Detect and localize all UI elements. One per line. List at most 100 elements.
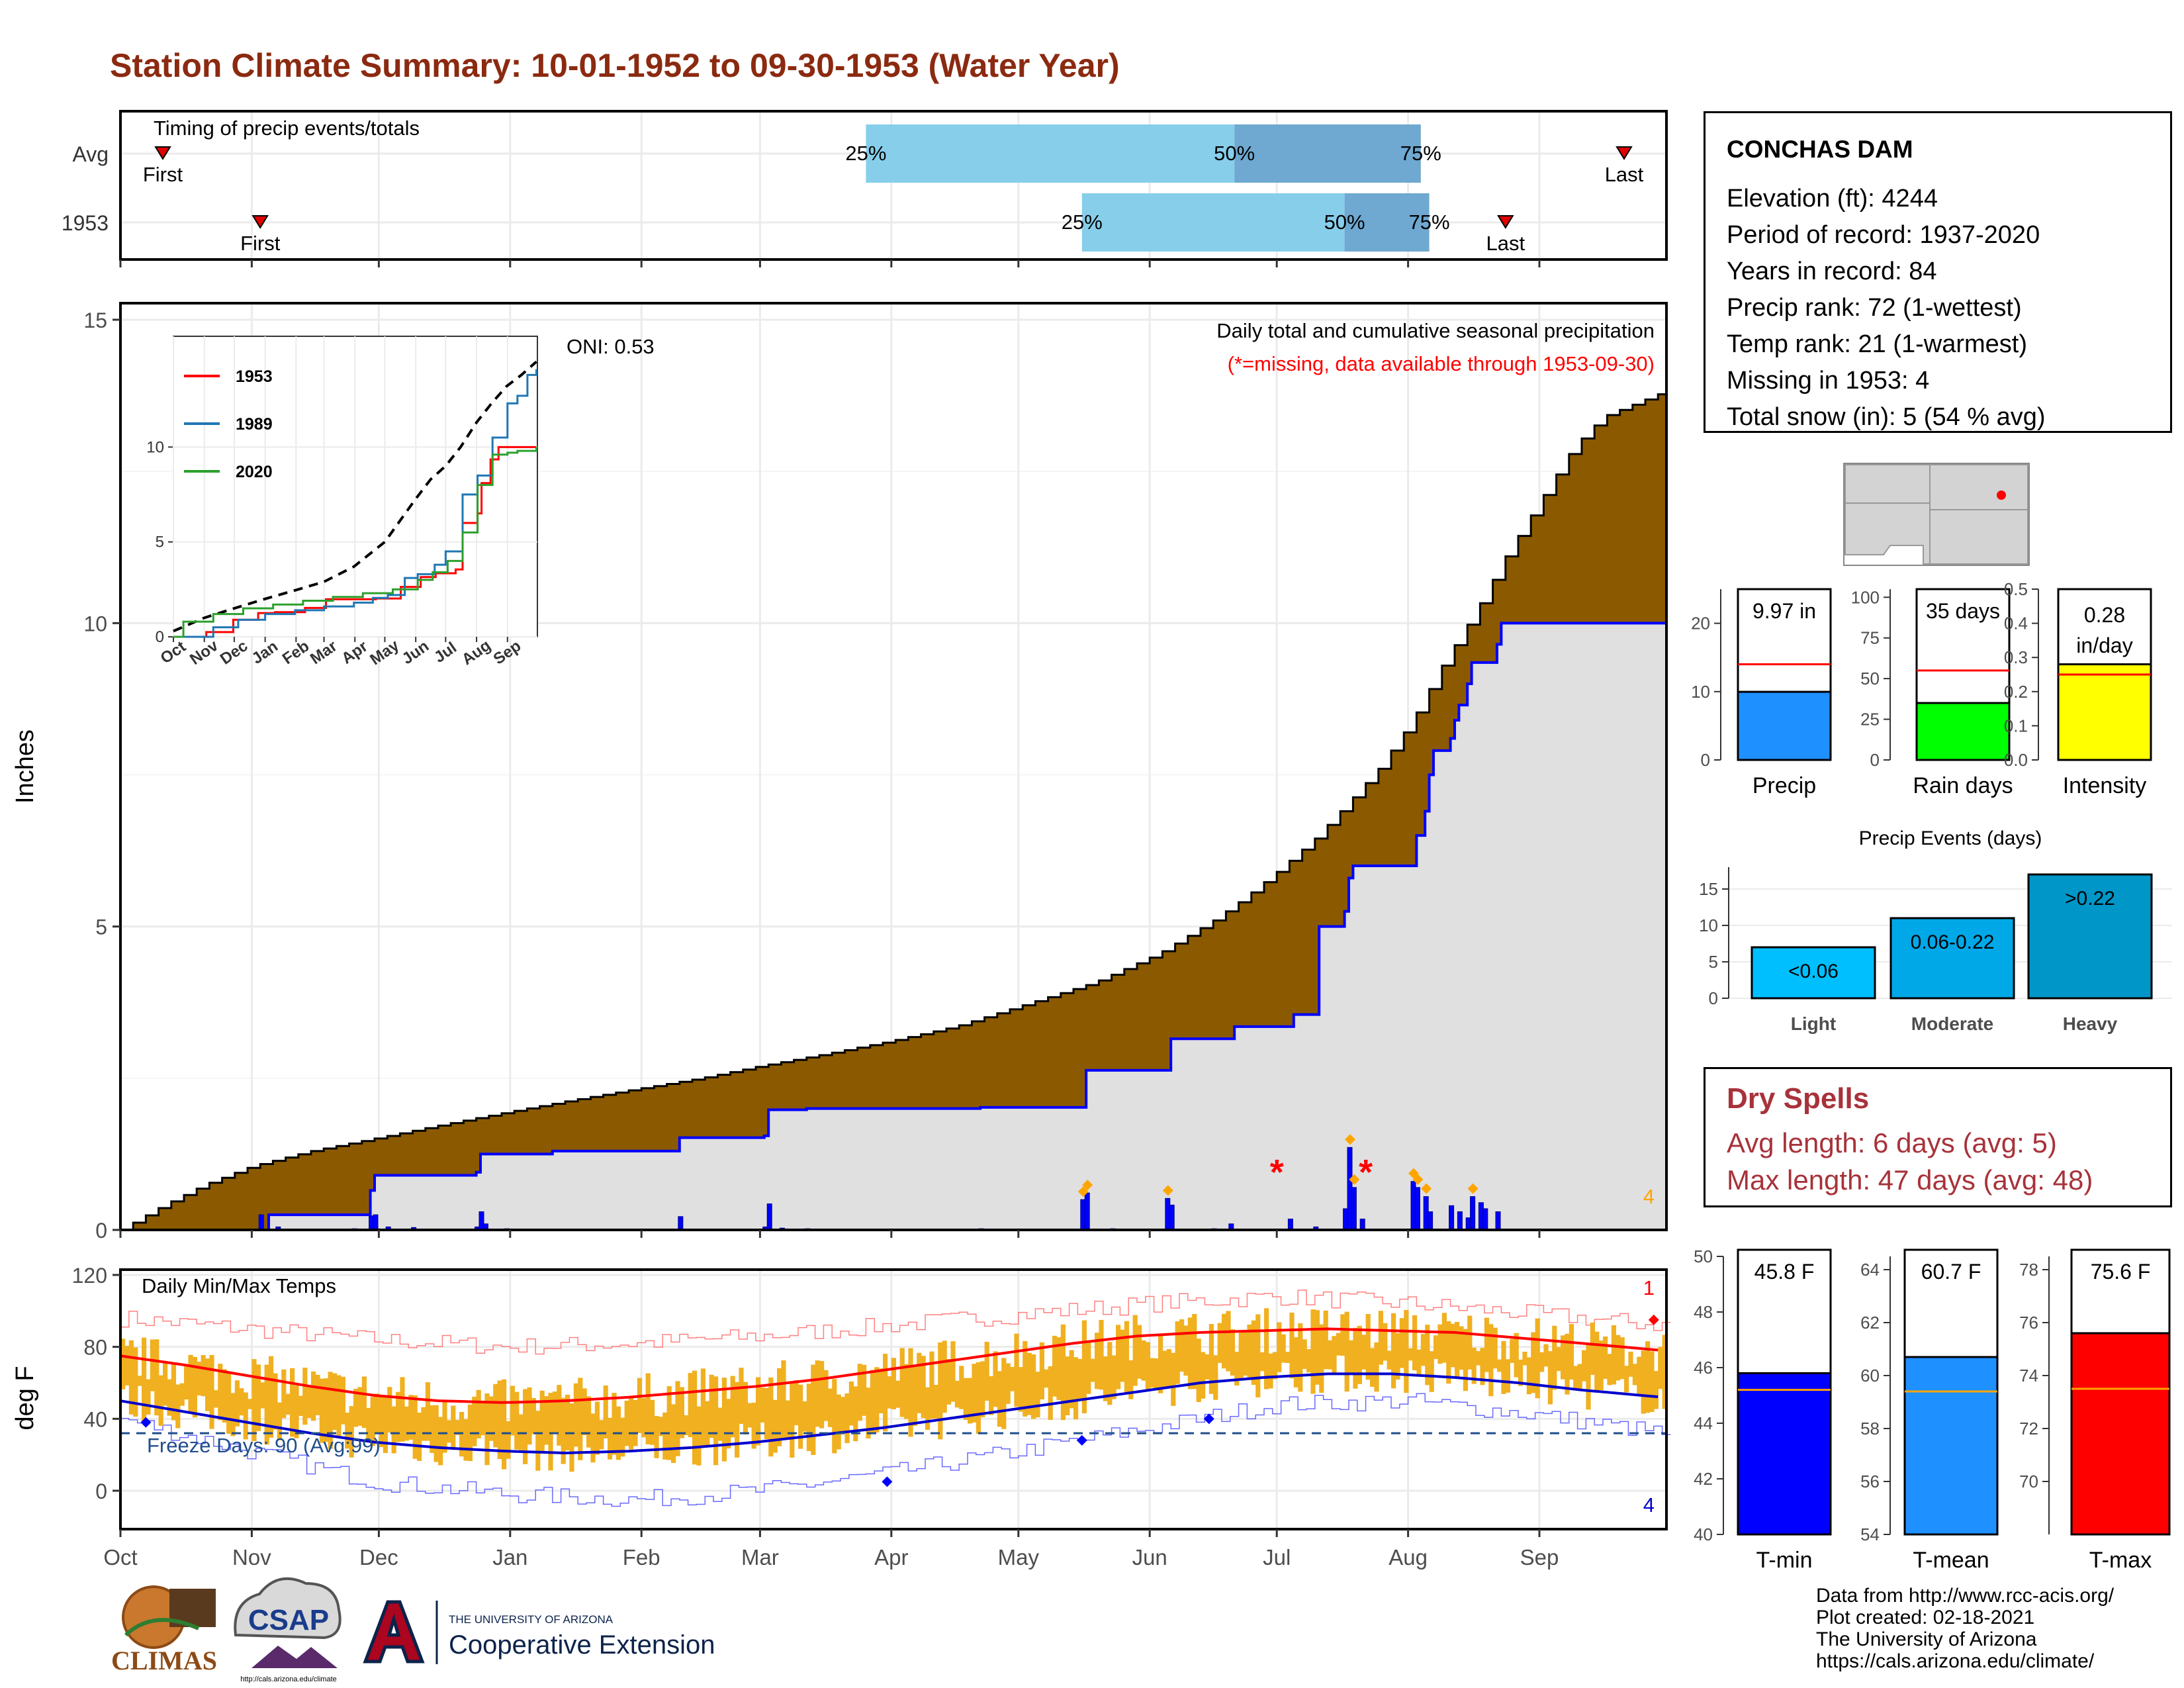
small-bar-ytick-label: 0.1 bbox=[2004, 716, 2028, 735]
daily-temp-bar bbox=[269, 1356, 274, 1438]
precip-events-category: Heavy bbox=[2063, 1013, 2118, 1034]
daily-temp-bar bbox=[1340, 1314, 1345, 1356]
daily-temp-bar bbox=[1374, 1342, 1379, 1392]
daily-temp-bar bbox=[142, 1337, 147, 1423]
daily-temp-bar bbox=[557, 1385, 562, 1446]
daily-temp-bar bbox=[819, 1361, 825, 1429]
daily-temp-bar bbox=[1077, 1358, 1083, 1400]
daily-temp-bar bbox=[721, 1378, 727, 1462]
small-bar-ytick-label: 0 bbox=[1870, 750, 1880, 770]
daily-temp-bar bbox=[1272, 1352, 1277, 1380]
daily-temp-bar bbox=[396, 1391, 401, 1442]
daily-temp-bar bbox=[895, 1380, 901, 1408]
daily-temp-bar bbox=[1399, 1318, 1404, 1368]
daily-temp-bar bbox=[230, 1393, 236, 1436]
small-bar-ytick-label: 44 bbox=[1694, 1413, 1713, 1433]
daily-temp-bar bbox=[666, 1386, 672, 1460]
small-bar-ytick-label: 78 bbox=[2019, 1260, 2038, 1280]
inset-ytick-label: 10 bbox=[146, 438, 164, 456]
daily-temp-bar bbox=[1128, 1360, 1134, 1399]
daily-temp-bar bbox=[1234, 1352, 1240, 1386]
daily-temp-bar bbox=[929, 1351, 934, 1419]
daily-temp-bar bbox=[370, 1396, 375, 1446]
daily-temp-bar bbox=[1535, 1318, 1540, 1399]
daily-temp-bar bbox=[1187, 1317, 1193, 1389]
daily-temp-bar bbox=[446, 1420, 451, 1443]
small-bar-rain-days bbox=[1915, 702, 2011, 761]
small-bar-category-label: Intensity bbox=[2063, 773, 2147, 798]
daily-temp-bar bbox=[357, 1387, 363, 1426]
daily-temp-bar bbox=[552, 1391, 557, 1434]
record-low-marker bbox=[882, 1476, 893, 1487]
small-bar-ytick-label: 40 bbox=[1694, 1524, 1713, 1544]
temp-record-low-line bbox=[120, 1393, 1671, 1507]
daily-temp-bar bbox=[599, 1420, 604, 1450]
month-label: Jun bbox=[1132, 1545, 1167, 1570]
daily-temp-bar bbox=[1476, 1351, 1481, 1366]
daily-temp-bar bbox=[735, 1382, 740, 1458]
daily-temp-bar bbox=[1446, 1321, 1451, 1384]
timing-last-label: Last bbox=[1605, 163, 1644, 186]
csap-logo-mountains bbox=[251, 1646, 338, 1668]
daily-temp-bar bbox=[853, 1386, 858, 1442]
daily-temp-bar bbox=[332, 1373, 338, 1430]
daily-temp-bar bbox=[1590, 1322, 1595, 1375]
ua-logo-extension: Cooperative Extension bbox=[449, 1630, 715, 1660]
daily-temp-bar bbox=[1277, 1322, 1282, 1372]
daily-temp-bar bbox=[1201, 1352, 1206, 1399]
daily-temp-bar bbox=[756, 1377, 761, 1446]
precip-events-ytick-label: 0 bbox=[1709, 988, 1718, 1008]
station-temp-rank: Temp rank: 21 (1-warmest) bbox=[1727, 330, 2028, 358]
small-bar-ytick-label: 76 bbox=[2019, 1313, 2038, 1333]
daily-precip-bar bbox=[258, 1214, 264, 1231]
daily-temp-bar bbox=[383, 1396, 388, 1453]
small-bar-t-min bbox=[1737, 1372, 1832, 1536]
month-label: Apr bbox=[874, 1545, 908, 1570]
daily-temp-bar bbox=[654, 1416, 659, 1458]
small-bar-ytick-label: 60 bbox=[1860, 1366, 1880, 1385]
daily-temp-bar bbox=[968, 1378, 973, 1424]
small-bar-category-label: Precip bbox=[1752, 773, 1816, 798]
daily-temp-bar bbox=[1298, 1323, 1303, 1392]
daily-temp-bar bbox=[823, 1370, 829, 1421]
daily-temp-bar bbox=[1205, 1354, 1210, 1380]
credits: Data from http://www.rcc-acis.org/ Plot … bbox=[1816, 1585, 2114, 1672]
daily-temp-bar bbox=[1349, 1340, 1354, 1374]
small-bar-ytick-label: 42 bbox=[1694, 1469, 1713, 1489]
daily-temp-bar bbox=[340, 1376, 345, 1425]
daily-temp-bar bbox=[1416, 1349, 1422, 1376]
daily-temp-bar bbox=[298, 1395, 303, 1417]
inset-series-1989 bbox=[173, 369, 537, 638]
daily-temp-bar bbox=[408, 1395, 414, 1440]
daily-temp-bar bbox=[917, 1352, 922, 1413]
daily-temp-bar bbox=[163, 1363, 168, 1406]
daily-temp-bar bbox=[612, 1393, 617, 1455]
precip-events-bar-label: <0.06 bbox=[1788, 961, 1839, 982]
credit-line: Plot created: 02-18-2021 bbox=[1816, 1607, 2035, 1628]
daily-temp-bar bbox=[1370, 1348, 1375, 1387]
small-bar-t-mean bbox=[1903, 1356, 1999, 1536]
daily-temp-bar bbox=[1293, 1337, 1298, 1387]
daily-temp-bar bbox=[459, 1411, 465, 1457]
daily-temp-bar bbox=[336, 1375, 341, 1438]
daily-temp-bar bbox=[438, 1417, 443, 1466]
daily-temp-bar bbox=[273, 1373, 278, 1430]
daily-temp-bar bbox=[1332, 1336, 1337, 1374]
daily-temp-bar bbox=[912, 1366, 917, 1427]
daily-temp-bar bbox=[1514, 1333, 1519, 1378]
daily-temp-bar bbox=[870, 1370, 875, 1433]
daily-temp-bar bbox=[1463, 1329, 1468, 1391]
daily-temp-bar bbox=[620, 1417, 625, 1457]
small-bar-ytick-label: 75 bbox=[1860, 628, 1880, 648]
daily-temp-bar bbox=[302, 1368, 308, 1425]
daily-temp-bar bbox=[1031, 1354, 1036, 1419]
timing-first-label: First bbox=[240, 232, 281, 255]
daily-temp-bar bbox=[361, 1376, 367, 1429]
month-label: Mar bbox=[741, 1545, 779, 1570]
daily-temp-bar bbox=[1196, 1338, 1201, 1403]
daily-temp-bar bbox=[1603, 1336, 1608, 1380]
small-bar-ytick-label: 64 bbox=[1860, 1260, 1880, 1280]
daily-temp-bar bbox=[531, 1397, 536, 1434]
page-title: Station Climate Summary: 10-01-1952 to 0… bbox=[110, 47, 1120, 84]
daily-temp-bar bbox=[578, 1378, 583, 1460]
